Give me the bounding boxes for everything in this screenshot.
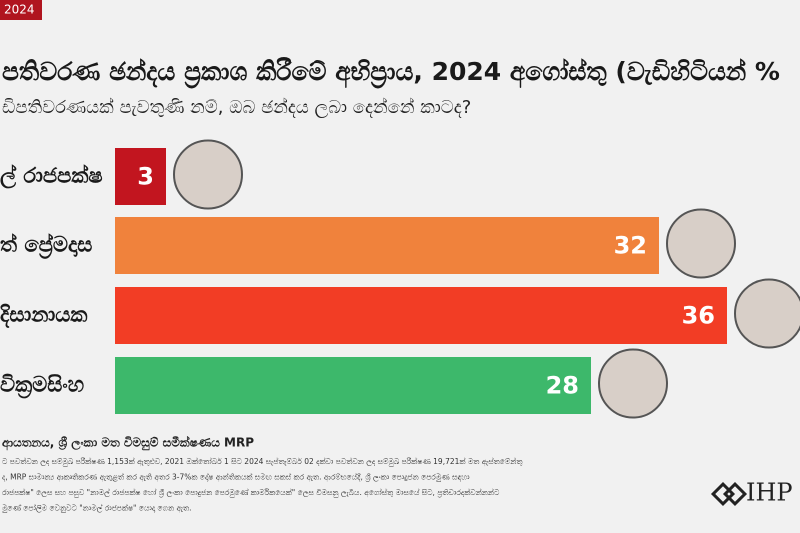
portrait xyxy=(598,348,668,419)
note: ද, MRP සාමාන්‍ය ආකෘතිකරණ ඇතුළත් කර ඇති අ… xyxy=(2,471,470,482)
logo-mark xyxy=(710,481,748,507)
category-label: දිසානායක xyxy=(0,303,87,329)
category-label: වික්‍රමසිංහ xyxy=(0,373,85,400)
portrait xyxy=(734,278,800,349)
value-label: 3 xyxy=(137,163,154,191)
chart-subtitle: ඩිපතිවරණයක් පැවතුණි නම්, ඔබ ඡන්දය ලබා දෙ… xyxy=(2,97,471,118)
note: රාජපක්ෂ" ලෙස සහ පසුව "නාමල් රාජපක්ෂ හෝ ශ… xyxy=(2,487,500,498)
bar xyxy=(115,217,659,274)
tag-box xyxy=(0,0,42,20)
category-label: ල් රාජපක්ෂ xyxy=(0,163,103,189)
bar xyxy=(115,357,591,414)
tag: 2024 xyxy=(4,3,35,17)
value-label: 28 xyxy=(546,372,579,400)
note: මුණේ පෝලිම වෙනුවට "නාමල් රාජපක්ෂ" යොදා ග… xyxy=(1,502,191,513)
portrait xyxy=(173,139,243,210)
value-label: 36 xyxy=(682,302,715,330)
note: ට පවත්වන ලද සම්මුඛ පරීක්ෂණ 1,153ක් ඇතුළු… xyxy=(2,456,523,467)
source: ආයතනය, ශ්‍රී ලංකා මත විමසුම් සමීක්ෂණය MR… xyxy=(2,435,254,451)
value-label: 32 xyxy=(614,232,647,260)
chart-title: පතිවරණ ඡන්දය ප්‍රකාශ කිරීමේ අභිප්‍රාය, 2… xyxy=(2,57,780,90)
category-label: ත් ප්‍රේමදාස xyxy=(0,232,92,259)
portrait xyxy=(666,208,736,279)
bar xyxy=(115,148,166,205)
bar xyxy=(115,287,727,344)
logo: IHP xyxy=(746,479,793,507)
